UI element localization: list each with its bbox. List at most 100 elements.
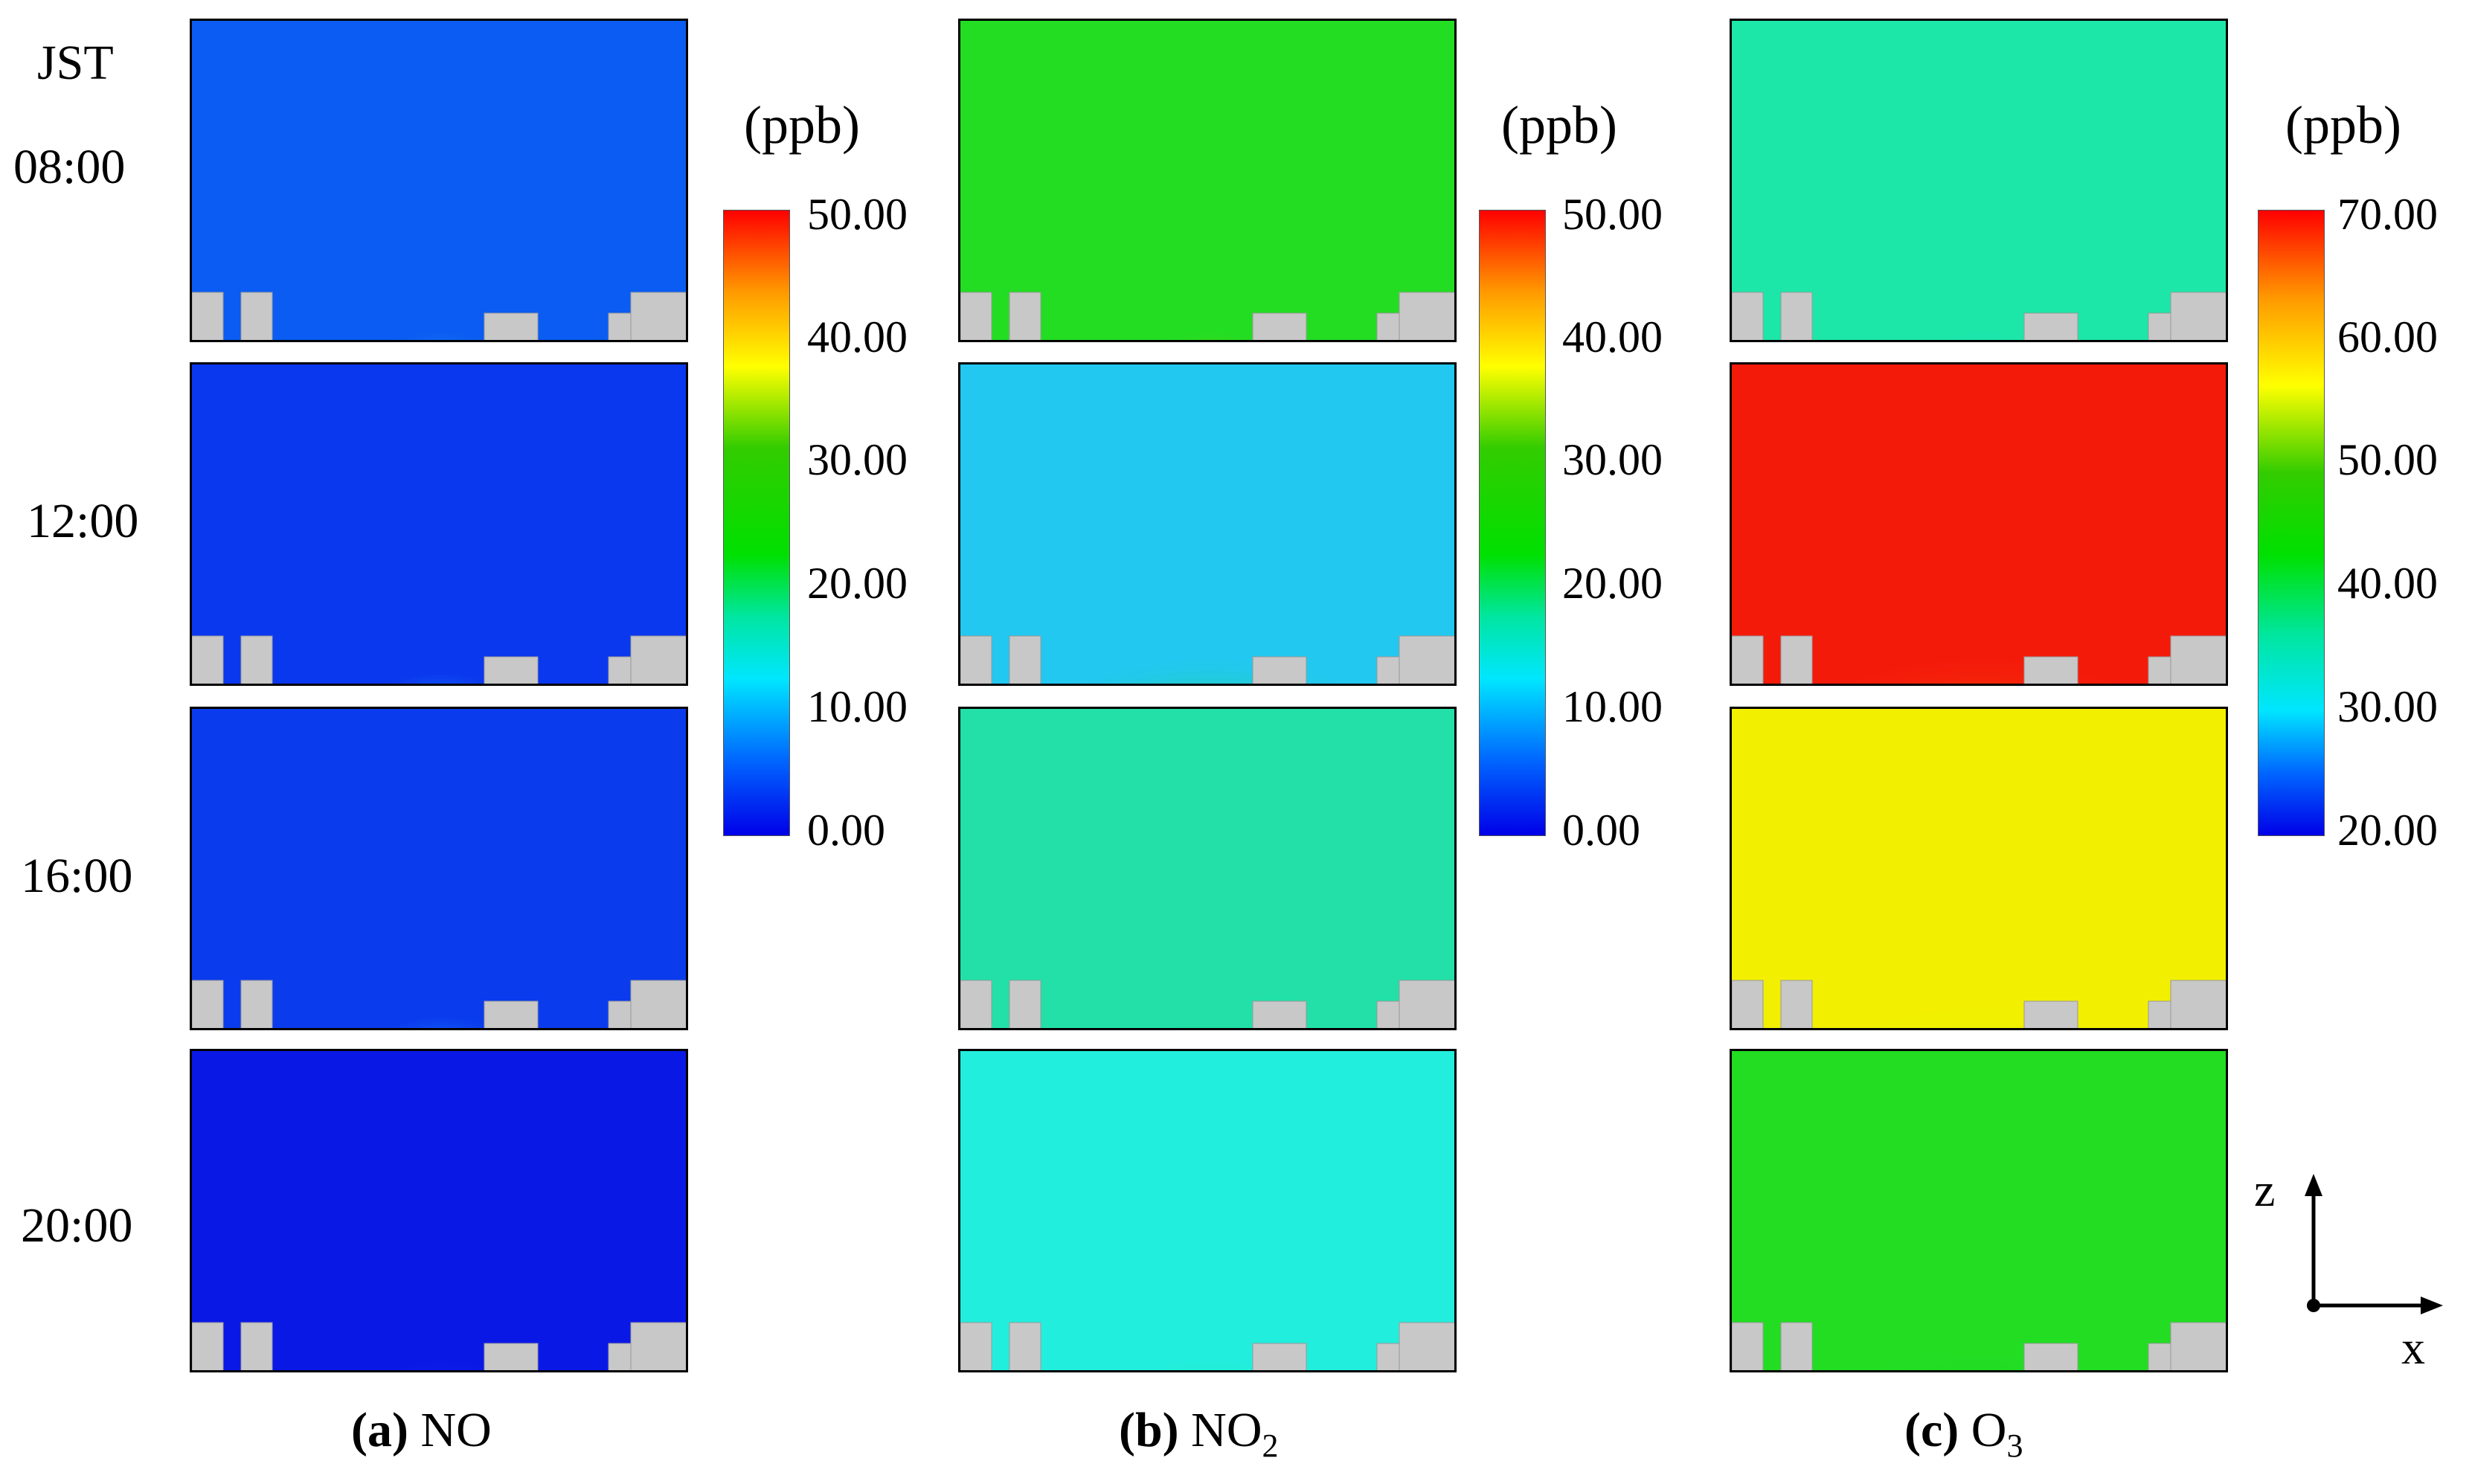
panel-no-1 <box>190 362 688 686</box>
caption-subscript: 2 <box>1262 1427 1279 1465</box>
building-block <box>484 312 539 340</box>
colorbar-tick-no: 40.00 <box>807 312 908 362</box>
building-block <box>2023 1000 2078 1028</box>
building-block <box>240 980 273 1028</box>
colorbar-tick-o3: 40.00 <box>2337 559 2438 608</box>
colorbar-tick-no2: 0.00 <box>1562 806 1640 855</box>
building-block <box>240 292 273 340</box>
time-label-2000: 20:00 <box>21 1198 133 1253</box>
colorbar-o3 <box>2258 210 2325 836</box>
panel-no-0 <box>190 19 688 342</box>
colorbar-no2 <box>1479 210 1546 836</box>
building-block <box>1399 292 1454 340</box>
building-block <box>630 635 686 684</box>
building-block <box>630 980 686 1028</box>
building-block <box>1376 312 1400 340</box>
building-block <box>1252 312 1307 340</box>
building-block <box>2148 1000 2171 1028</box>
colorbar-tick-o3: 30.00 <box>2337 682 2438 731</box>
axis-origin <box>2307 1299 2320 1312</box>
building-block <box>484 1000 539 1028</box>
caption-letter: (b) <box>1119 1403 1179 1457</box>
building-block <box>1780 635 1813 684</box>
panel-o3-1 <box>1730 362 2228 686</box>
panel-no-2 <box>190 707 688 1030</box>
building-block <box>608 1343 632 1370</box>
unit-label-no: (ppb) <box>744 95 860 155</box>
building-block <box>1252 1343 1307 1370</box>
building-block <box>1009 292 1041 340</box>
building-block <box>2023 656 2078 684</box>
building-block <box>2148 312 2171 340</box>
caption-species: NO <box>420 1403 492 1457</box>
building-block <box>608 1000 632 1028</box>
building-block <box>1252 1000 1307 1028</box>
building-block <box>192 292 224 340</box>
building-block <box>1732 292 1764 340</box>
panel-o3-0 <box>1730 19 2228 342</box>
colorbar-tick-no: 20.00 <box>807 559 908 608</box>
building-block <box>1732 635 1764 684</box>
unit-label-no2: (ppb) <box>1501 95 1617 155</box>
building-block <box>608 656 632 684</box>
building-block <box>960 980 992 1028</box>
z-axis-arrowhead <box>2305 1174 2322 1196</box>
building-block <box>192 980 224 1028</box>
building-block <box>2023 312 2078 340</box>
colorbar-tick-no2: 20.00 <box>1562 559 1663 608</box>
colorbar-tick-o3: 20.00 <box>2337 806 2438 855</box>
building-block <box>1732 980 1764 1028</box>
caption-o3: (c) O3 <box>1904 1406 2023 1462</box>
colorbar-tick-no2: 50.00 <box>1562 190 1663 239</box>
caption-letter: (c) <box>1904 1403 1959 1457</box>
caption-letter: (a) <box>351 1403 408 1457</box>
building-block <box>2170 980 2226 1028</box>
caption-subscript: 3 <box>2006 1427 2023 1465</box>
panel-o3-3 <box>1730 1049 2228 1372</box>
time-label-1200: 12:00 <box>27 494 139 548</box>
colorbar-tick-no2: 10.00 <box>1562 682 1663 731</box>
colorbar-tick-no: 30.00 <box>807 435 908 484</box>
building-block <box>1732 1322 1764 1370</box>
colorbar-tick-o3: 70.00 <box>2337 190 2438 239</box>
building-block <box>484 1343 539 1370</box>
jst-label: JST <box>37 36 114 90</box>
panel-no2-1 <box>958 362 1457 686</box>
colorbar-tick-no2: 40.00 <box>1562 312 1663 362</box>
caption-no: (a) NO <box>351 1406 492 1455</box>
colorbar-tick-no: 50.00 <box>807 190 908 239</box>
panel-no-3 <box>190 1049 688 1372</box>
building-block <box>1780 980 1813 1028</box>
building-block <box>1399 635 1454 684</box>
caption-species: O <box>1971 1403 2007 1457</box>
x-axis-arrowhead <box>2421 1297 2443 1314</box>
colorbar-tick-o3: 50.00 <box>2337 435 2438 484</box>
plume <box>1736 510 2226 684</box>
building-block <box>608 312 632 340</box>
building-block <box>630 292 686 340</box>
time-label-0800: 08:00 <box>13 140 126 194</box>
building-block <box>2170 292 2226 340</box>
time-label-1600: 16:00 <box>21 849 133 903</box>
plume <box>1736 1196 2226 1370</box>
building-block <box>2023 1343 2078 1370</box>
building-block <box>240 1322 273 1370</box>
plume <box>964 510 1454 684</box>
colorbar-tick-no2: 30.00 <box>1562 435 1663 484</box>
building-block <box>2148 656 2171 684</box>
building-block <box>2148 1343 2171 1370</box>
building-block <box>192 635 224 684</box>
panel-no2-0 <box>958 19 1457 342</box>
axis-indicator <box>2305 1174 2443 1314</box>
building-block <box>960 635 992 684</box>
colorbar-no <box>723 210 790 836</box>
colorbar-tick-no: 10.00 <box>807 682 908 731</box>
building-block <box>1252 656 1307 684</box>
colorbar-tick-o3: 60.00 <box>2337 312 2438 362</box>
panel-no2-2 <box>958 707 1457 1030</box>
axis-label-z: z <box>2254 1163 2276 1216</box>
caption-species: NO <box>1191 1403 1262 1457</box>
building-block <box>1780 292 1813 340</box>
building-block <box>1009 980 1041 1028</box>
building-block <box>2170 1322 2226 1370</box>
